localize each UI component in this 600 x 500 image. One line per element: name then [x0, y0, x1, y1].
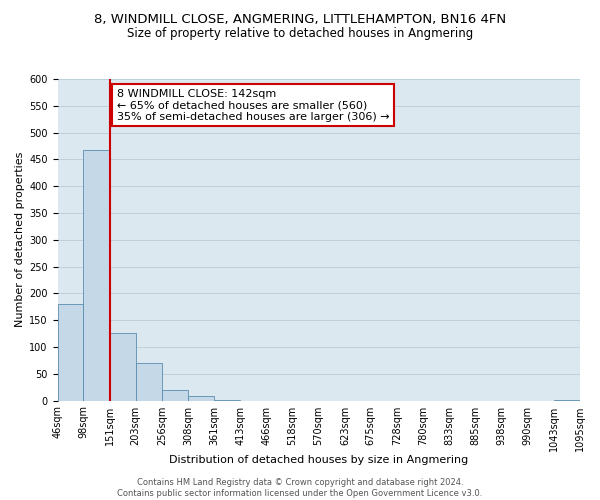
Bar — [162, 390, 188, 400]
Text: 8 WINDMILL CLOSE: 142sqm
← 65% of detached houses are smaller (560)
35% of semi-: 8 WINDMILL CLOSE: 142sqm ← 65% of detach… — [117, 88, 389, 122]
Bar — [136, 363, 162, 401]
Y-axis label: Number of detached properties: Number of detached properties — [15, 152, 25, 328]
Text: Contains HM Land Registry data © Crown copyright and database right 2024.
Contai: Contains HM Land Registry data © Crown c… — [118, 478, 482, 498]
Bar — [58, 304, 83, 400]
X-axis label: Distribution of detached houses by size in Angmering: Distribution of detached houses by size … — [169, 455, 469, 465]
Bar — [83, 150, 110, 401]
Text: 8, WINDMILL CLOSE, ANGMERING, LITTLEHAMPTON, BN16 4FN: 8, WINDMILL CLOSE, ANGMERING, LITTLEHAMP… — [94, 12, 506, 26]
Text: Size of property relative to detached houses in Angmering: Size of property relative to detached ho… — [127, 28, 473, 40]
Bar — [110, 333, 136, 400]
Bar — [188, 396, 214, 400]
